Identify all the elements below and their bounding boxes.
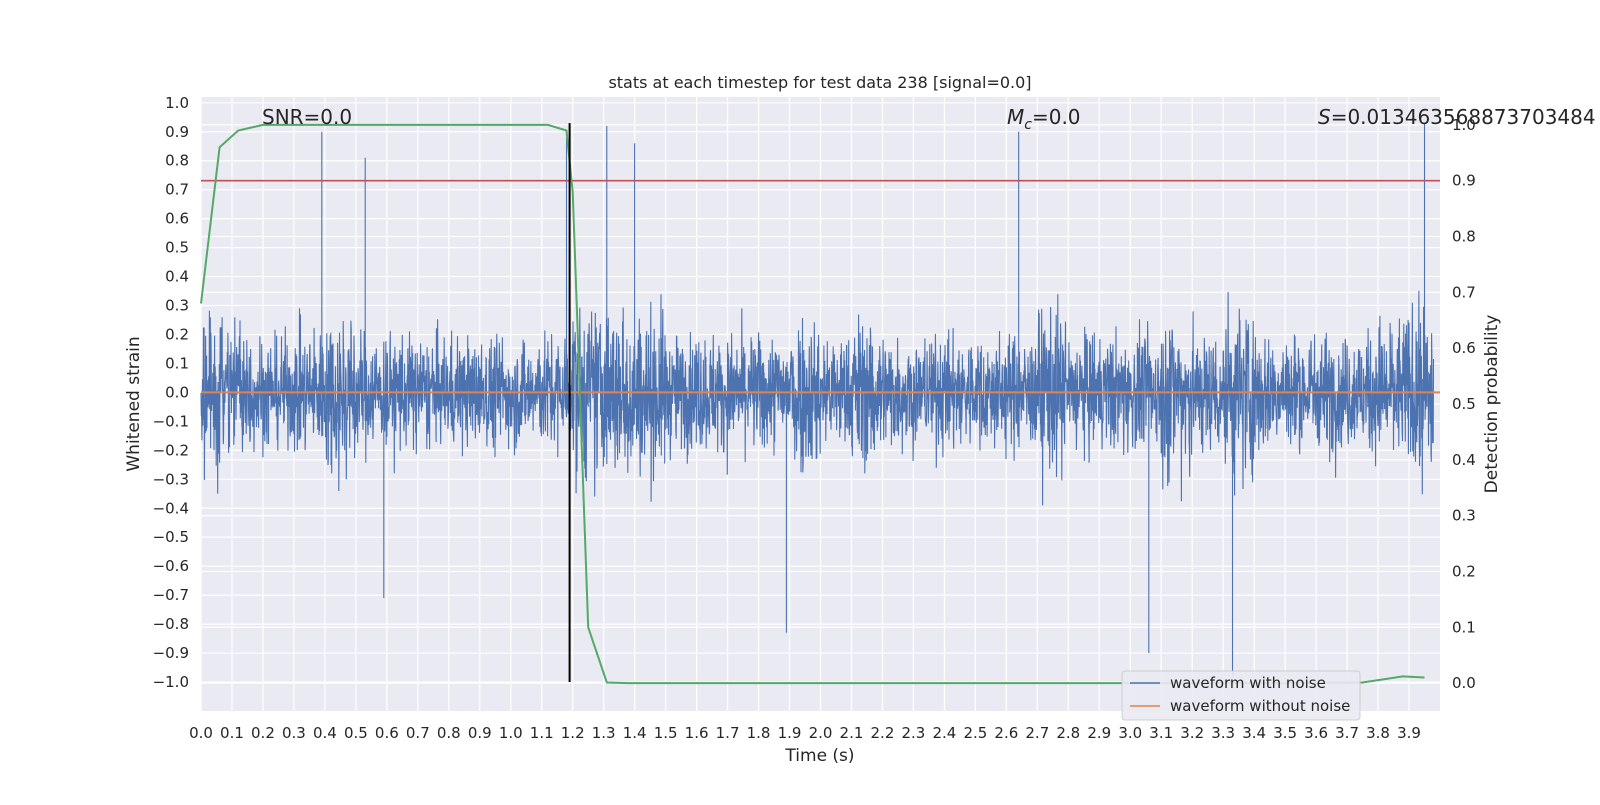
y-left-tick-label: 0.8 bbox=[165, 152, 189, 170]
y-left-tick-label: 0.4 bbox=[165, 268, 189, 286]
y-left-tick-label: −0.8 bbox=[153, 615, 189, 633]
y-left-tick-label: 0.0 bbox=[165, 383, 189, 401]
x-tick-label: 3.1 bbox=[1149, 724, 1173, 742]
legend: waveform with noise waveform without noi… bbox=[1121, 670, 1361, 721]
y-axis-right-label: Detection probability bbox=[1482, 315, 1502, 494]
x-tick-label: 2.0 bbox=[809, 724, 833, 742]
x-tick-label: 3.9 bbox=[1397, 724, 1421, 742]
y-left-tick-label: 0.9 bbox=[165, 123, 189, 141]
y-left-tick-label: −0.6 bbox=[153, 557, 189, 575]
x-tick-label: 1.7 bbox=[716, 724, 740, 742]
x-tick-label: 2.3 bbox=[901, 724, 925, 742]
y-right-tick-labels: 1.0 0.9 0.8 0.7 0.6 0.5 0.4 0.3 0.2 0.1 0.0 bbox=[1452, 116, 1476, 692]
y-left-tick-label: 1.0 bbox=[165, 94, 189, 112]
y-left-tick-label: −0.7 bbox=[153, 586, 189, 604]
y-left-tick-label: 0.6 bbox=[165, 210, 189, 228]
chirp-mass-symbol: M bbox=[1007, 105, 1024, 129]
x-tick-label: 0.5 bbox=[344, 724, 368, 742]
y-left-tick-label: −1.0 bbox=[153, 673, 189, 691]
y-right-tick-label: 0.2 bbox=[1452, 562, 1476, 580]
y-left-tick-label: −0.2 bbox=[153, 441, 189, 459]
chirp-mass-subscript: c bbox=[1024, 117, 1032, 133]
score-symbol: S bbox=[1318, 105, 1331, 129]
x-tick-label: 2.6 bbox=[994, 724, 1018, 742]
x-tick-label: 1.5 bbox=[654, 724, 678, 742]
y-left-tick-label: 0.1 bbox=[165, 354, 189, 372]
y-right-tick-label: 0.4 bbox=[1452, 451, 1476, 469]
y-right-tick-label: 1.0 bbox=[1452, 116, 1476, 134]
score-annotation: S=0.013463568873703484 bbox=[1318, 105, 1596, 129]
x-tick-label: 1.3 bbox=[592, 724, 616, 742]
x-tick-label: 1.1 bbox=[530, 724, 554, 742]
x-tick-label: 3.3 bbox=[1211, 724, 1235, 742]
y-right-tick-label: 0.3 bbox=[1452, 507, 1476, 525]
y-left-tick-label: −0.1 bbox=[153, 412, 189, 430]
y-right-tick-label: 0.5 bbox=[1452, 395, 1476, 413]
y-right-tick-label: 0.6 bbox=[1452, 339, 1476, 357]
x-tick-label: 2.1 bbox=[840, 724, 864, 742]
y-left-tick-label: −0.3 bbox=[153, 470, 189, 488]
chirp-mass-value: =0.0 bbox=[1032, 105, 1081, 129]
y-left-tick-label: −0.5 bbox=[153, 528, 189, 546]
y-left-tick-label: −0.9 bbox=[153, 644, 189, 662]
series-waveform-with-noise bbox=[200, 123, 1435, 677]
x-tick-label: 0.0 bbox=[189, 724, 213, 742]
x-tick-label: 0.1 bbox=[220, 724, 244, 742]
x-tick-label: 3.2 bbox=[1180, 724, 1204, 742]
x-tick-labels: 0.0 0.1 0.2 0.3 0.4 0.5 0.6 0.7 0.8 0.9 1.0 1.1 1.2 1… bbox=[189, 724, 1421, 742]
chirp-mass-annotation: Mc=0.0 bbox=[1007, 105, 1081, 133]
snr-annotation: SNR=0.0 bbox=[262, 105, 352, 129]
y-axis-left-label: Whitened strain bbox=[124, 336, 144, 471]
y-left-tick-label: 0.3 bbox=[165, 297, 189, 315]
x-tick-label: 1.4 bbox=[623, 724, 647, 742]
x-tick-label: 2.2 bbox=[871, 724, 895, 742]
y-right-tick-label: 0.9 bbox=[1452, 172, 1476, 190]
score-value: =0.013463568873703484 bbox=[1331, 105, 1596, 129]
x-tick-label: 0.4 bbox=[313, 724, 337, 742]
y-left-tick-label: 0.5 bbox=[165, 239, 189, 257]
x-tick-label: 3.8 bbox=[1366, 724, 1390, 742]
x-tick-label: 2.8 bbox=[1056, 724, 1080, 742]
x-tick-label: 1.2 bbox=[561, 724, 585, 742]
x-tick-label: 3.0 bbox=[1118, 724, 1142, 742]
x-tick-label: 0.3 bbox=[282, 724, 306, 742]
y-left-tick-label: −0.4 bbox=[153, 499, 189, 517]
x-tick-label: 0.2 bbox=[251, 724, 275, 742]
chart-title: stats at each timestep for test data 238… bbox=[608, 73, 1031, 92]
x-tick-label: 3.6 bbox=[1304, 724, 1328, 742]
x-tick-label: 2.5 bbox=[963, 724, 987, 742]
x-tick-label: 1.9 bbox=[778, 724, 802, 742]
x-tick-label: 3.5 bbox=[1273, 724, 1297, 742]
y-right-tick-label: 0.0 bbox=[1452, 674, 1476, 692]
y-right-tick-label: 0.8 bbox=[1452, 228, 1476, 246]
x-tick-label: 0.8 bbox=[437, 724, 461, 742]
x-tick-label: 0.9 bbox=[468, 724, 492, 742]
legend-label-noise: waveform with noise bbox=[1170, 674, 1326, 692]
x-tick-label: 0.7 bbox=[406, 724, 430, 742]
y-left-tick-labels: 1.0 0.9 0.8 0.7 0.6 0.5 0.4 0.3 0.2 0.1 0.0 −0.1 −0.… bbox=[153, 94, 189, 691]
x-tick-label: 2.9 bbox=[1087, 724, 1111, 742]
y-right-tick-label: 0.1 bbox=[1452, 618, 1476, 636]
x-tick-label: 1.0 bbox=[499, 724, 523, 742]
x-axis-label: Time (s) bbox=[784, 746, 854, 766]
x-tick-label: 3.7 bbox=[1335, 724, 1359, 742]
legend-box bbox=[1121, 670, 1361, 721]
x-tick-label: 2.7 bbox=[1025, 724, 1049, 742]
y-left-tick-label: 0.2 bbox=[165, 325, 189, 343]
x-tick-label: 1.6 bbox=[685, 724, 709, 742]
y-right-tick-label: 0.7 bbox=[1452, 283, 1476, 301]
legend-label-clean: waveform without noise bbox=[1170, 697, 1350, 715]
y-left-tick-label: 0.7 bbox=[165, 181, 189, 199]
x-tick-label: 1.8 bbox=[747, 724, 771, 742]
x-tick-label: 0.6 bbox=[375, 724, 399, 742]
x-tick-label: 3.4 bbox=[1242, 724, 1266, 742]
x-tick-label: 2.4 bbox=[932, 724, 956, 742]
